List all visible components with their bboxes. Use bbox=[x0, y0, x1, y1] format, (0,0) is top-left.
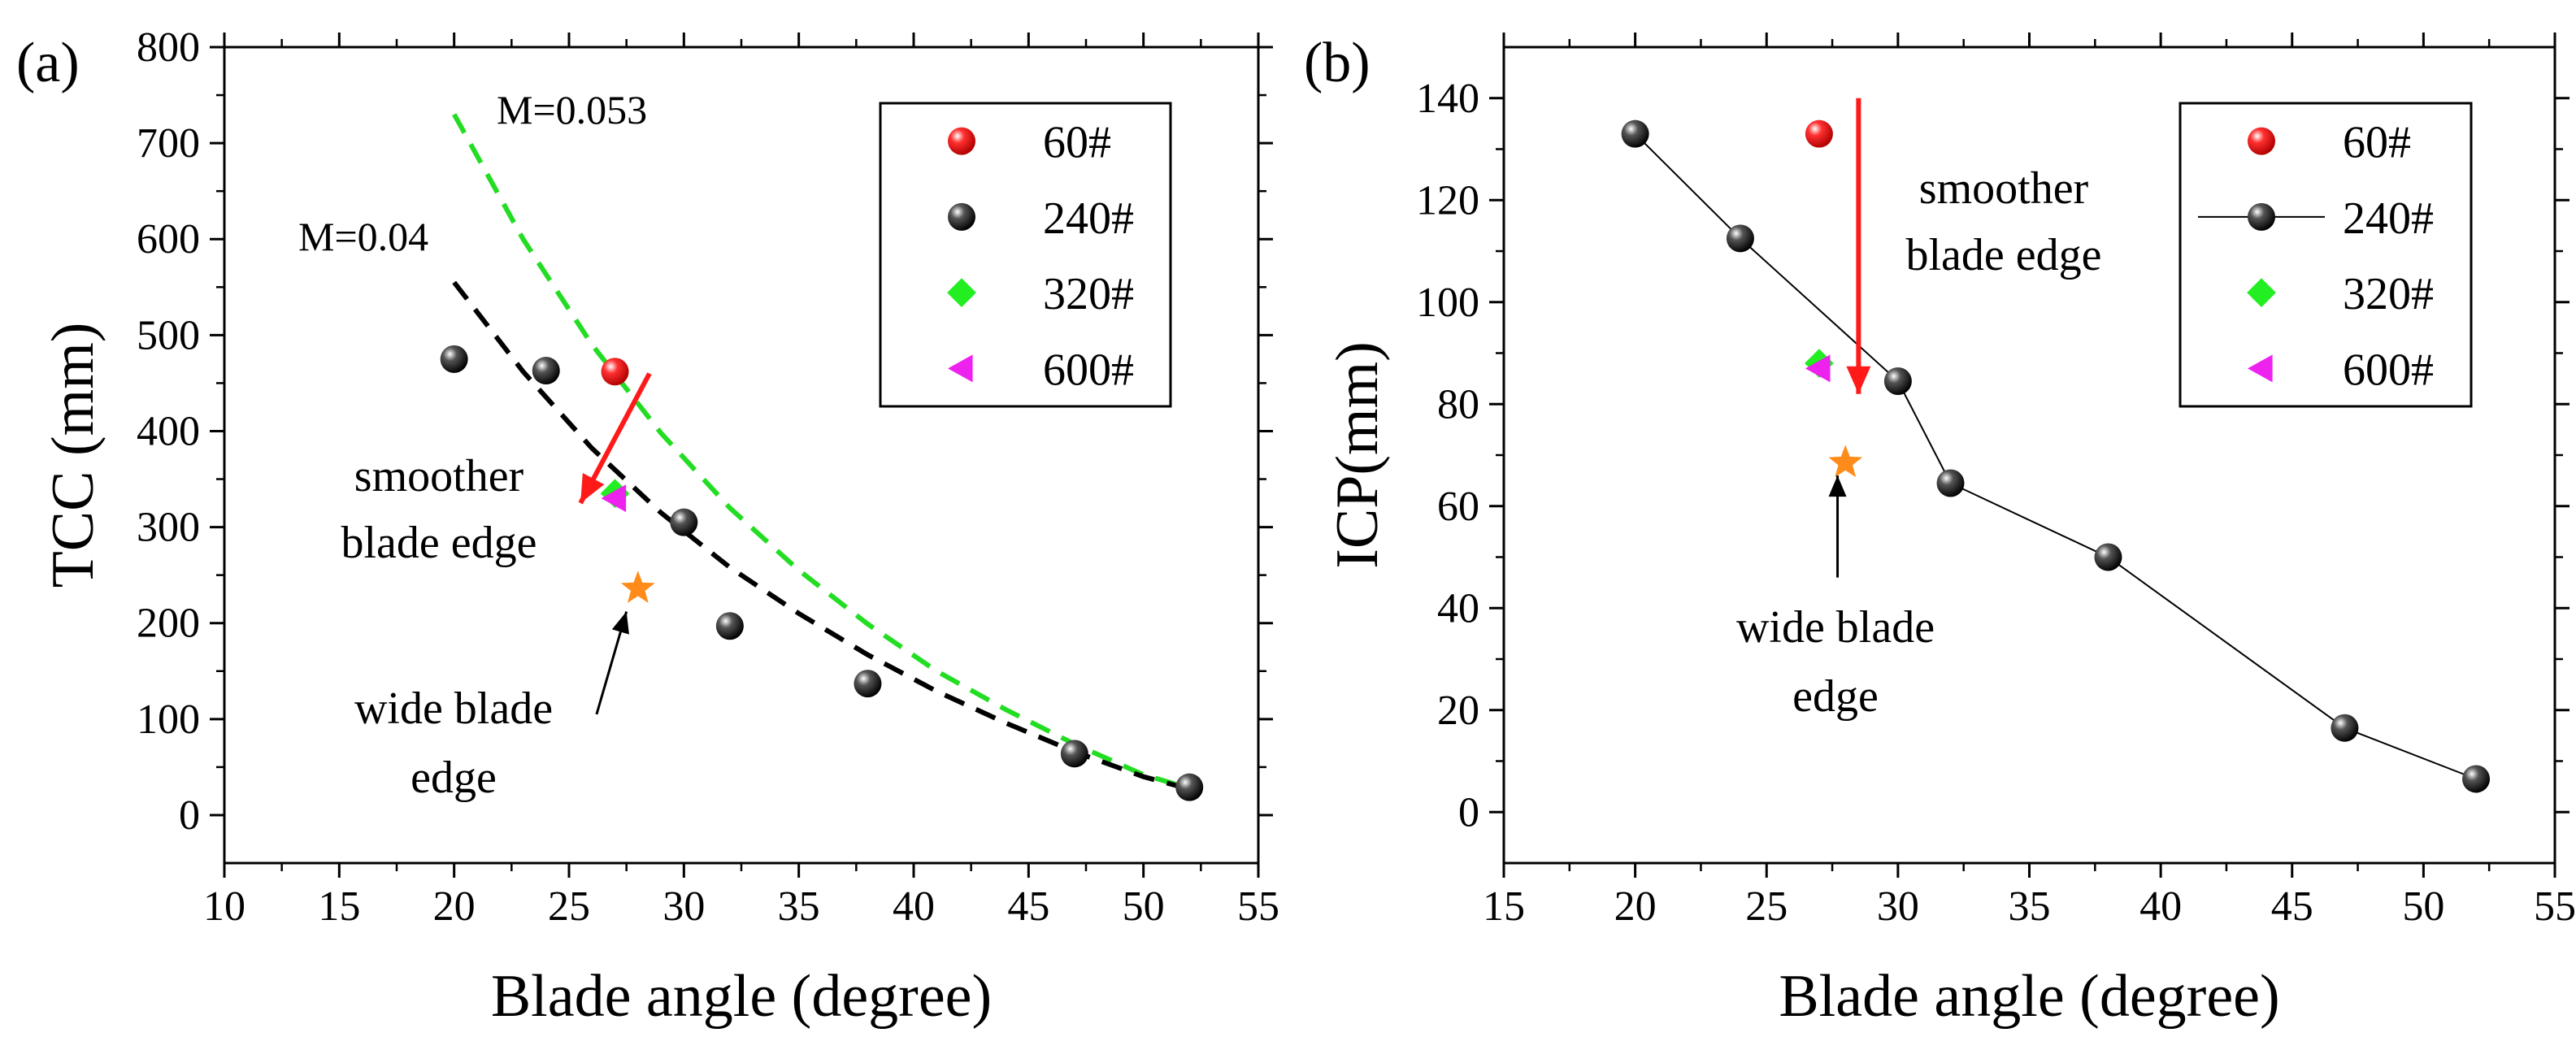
y-tick-label: 700 bbox=[137, 120, 200, 167]
x-tick-label: 20 bbox=[433, 883, 476, 930]
data-point-60 bbox=[1805, 119, 1833, 148]
y-axis-title: ICP(mm) bbox=[1324, 341, 1391, 569]
x-tick-label: 25 bbox=[1745, 883, 1788, 930]
x-tick-label: 25 bbox=[548, 883, 590, 930]
chart-panel-b: 15 20 25 30 35 40 45 50 55 0 20 40 60 80 100 120 140 Blad… bbox=[1304, 32, 2576, 1030]
x-tick-label: 35 bbox=[2009, 883, 2051, 930]
legend-marker bbox=[948, 202, 975, 231]
y-tick-label: 0 bbox=[1458, 789, 1479, 835]
data-point-240 bbox=[2331, 714, 2359, 742]
legend-marker bbox=[2248, 354, 2273, 383]
y-tick-label: 80 bbox=[1437, 381, 1479, 427]
annotation-arrowhead bbox=[611, 611, 629, 635]
x-tick-label: 45 bbox=[2271, 883, 2313, 930]
annotation-text: edge bbox=[1792, 671, 1879, 722]
legend-marker bbox=[2247, 278, 2276, 307]
annotation-arrowhead bbox=[1846, 366, 1871, 394]
y-tick-label: 60 bbox=[1437, 484, 1479, 530]
data-point-unlabeled bbox=[620, 571, 655, 603]
x-tick-label: 20 bbox=[1614, 883, 1657, 930]
annotation-text: smoother bbox=[1919, 163, 2089, 214]
panel-label: (b) bbox=[1304, 32, 1371, 94]
data-point-240 bbox=[1621, 119, 1649, 148]
data-point-240 bbox=[2094, 543, 2122, 571]
x-axis-title: Blade angle (degree) bbox=[1779, 963, 2279, 1030]
fit-curve-label: M=0.04 bbox=[298, 214, 428, 259]
legend-label: 240# bbox=[1043, 193, 1134, 244]
legend-marker bbox=[948, 127, 975, 155]
legend-marker bbox=[2248, 202, 2275, 231]
data-point-240 bbox=[854, 670, 882, 698]
annotation-text: smoother bbox=[354, 451, 524, 501]
y-tick-label: 400 bbox=[137, 408, 200, 454]
legend-label: 600# bbox=[2343, 345, 2434, 395]
y-tick-label: 600 bbox=[137, 216, 200, 262]
legend-label: 60# bbox=[2343, 118, 2411, 168]
x-tick-label: 30 bbox=[662, 883, 705, 930]
chart-panel-a: 10 15 20 25 30 35 40 45 50 55 0 100 200 300 400 500 600 7… bbox=[16, 24, 1279, 1030]
x-axis-title: Blade angle (degree) bbox=[491, 963, 992, 1030]
y-tick-label: 40 bbox=[1437, 585, 1479, 631]
annotation-text: wide blade bbox=[1736, 602, 1935, 653]
data-point-240 bbox=[1060, 740, 1088, 768]
x-tick-label: 15 bbox=[1483, 883, 1525, 930]
legend-marker bbox=[948, 354, 973, 383]
annotation-text: wide blade bbox=[354, 683, 553, 734]
x-tick-label: 40 bbox=[2139, 883, 2182, 930]
legend-label: 240# bbox=[2343, 193, 2434, 244]
data-point-240 bbox=[1936, 469, 1965, 497]
annotation-arrowhead bbox=[1828, 475, 1847, 497]
y-axis-title: TCC (mm) bbox=[40, 323, 106, 588]
data-point-240 bbox=[1883, 367, 1912, 396]
y-tick-label: 200 bbox=[137, 601, 200, 647]
y-tick-label: 120 bbox=[1416, 177, 1479, 223]
legend-marker bbox=[2248, 127, 2275, 155]
y-tick-label: 100 bbox=[137, 696, 200, 743]
data-point-600 bbox=[601, 484, 627, 513]
legend-marker bbox=[947, 278, 976, 307]
data-point-600 bbox=[1805, 354, 1831, 383]
annotation-text: blade edge bbox=[1906, 230, 2102, 280]
x-tick-label: 10 bbox=[203, 883, 245, 930]
legend-box bbox=[2179, 102, 2473, 408]
legend-box bbox=[879, 102, 1172, 408]
data-point-unlabeled bbox=[1828, 445, 1863, 478]
data-point-240 bbox=[715, 612, 744, 640]
data-point-240 bbox=[440, 345, 468, 373]
y-tick-label: 0 bbox=[179, 792, 200, 839]
y-tick-label: 300 bbox=[137, 505, 200, 551]
legend-label: 60# bbox=[1043, 118, 1111, 168]
legend-label: 600# bbox=[1043, 345, 1134, 395]
y-tick-label: 140 bbox=[1416, 76, 1479, 122]
y-tick-label: 100 bbox=[1416, 280, 1479, 326]
data-point-240 bbox=[1726, 224, 1754, 253]
annotation-arrowhead bbox=[580, 472, 605, 504]
data-point-60 bbox=[601, 358, 629, 386]
x-tick-label: 55 bbox=[1237, 883, 1279, 930]
legend-label: 320# bbox=[1043, 269, 1134, 319]
x-tick-label: 35 bbox=[778, 883, 820, 930]
y-tick-label: 800 bbox=[137, 24, 200, 71]
data-point-240 bbox=[1175, 773, 1204, 801]
x-tick-label: 15 bbox=[318, 883, 360, 930]
data-point-240 bbox=[532, 357, 560, 385]
legend-label: 320# bbox=[2343, 269, 2434, 319]
x-tick-label: 50 bbox=[2402, 883, 2444, 930]
data-point-240 bbox=[670, 508, 698, 536]
annotation-text: edge bbox=[411, 753, 497, 803]
x-tick-label: 45 bbox=[1007, 883, 1049, 930]
x-tick-label: 55 bbox=[2534, 883, 2576, 930]
annotation-text: blade edge bbox=[341, 518, 537, 568]
y-tick-label: 500 bbox=[137, 312, 200, 358]
x-tick-label: 40 bbox=[893, 883, 935, 930]
x-tick-label: 30 bbox=[1877, 883, 1919, 930]
fit-curve-label: M=0.053 bbox=[497, 87, 647, 132]
y-tick-label: 20 bbox=[1437, 688, 1479, 734]
data-point-240 bbox=[2462, 765, 2491, 793]
fit-curve bbox=[452, 113, 1191, 791]
panel-label: (a) bbox=[16, 32, 80, 94]
x-tick-label: 50 bbox=[1123, 883, 1165, 930]
